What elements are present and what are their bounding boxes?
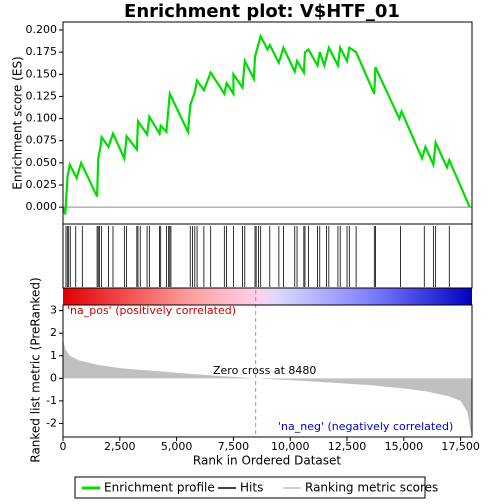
- legend: [74, 476, 426, 499]
- x-tick-label: 7,500: [218, 440, 250, 453]
- y-tick-label: 0.150: [26, 67, 58, 80]
- chart-title: Enrichment plot: V$HTF_01: [124, 1, 400, 22]
- x-tick-label: 5,000: [161, 440, 193, 453]
- x-tick-label: 2,500: [104, 440, 136, 453]
- enrichment-line: [61, 33, 471, 215]
- x-tick-label: 10,000: [271, 440, 310, 453]
- y-tick-label: 0.050: [26, 156, 58, 169]
- y2-tick-label: 3: [50, 304, 57, 317]
- legend-label: Hits: [240, 481, 263, 495]
- annotation: 'na_pos' (positively correlated): [67, 304, 236, 317]
- y2-tick-label: -2: [46, 416, 57, 429]
- y-tick-label: 0.200: [26, 23, 58, 36]
- legend-label: Enrichment profile: [104, 481, 215, 495]
- x-tick-label: 0: [60, 440, 67, 453]
- y-tick-label: 0.125: [26, 89, 58, 102]
- y2-tick-label: 1: [50, 349, 57, 362]
- y2-tick-label: 0: [50, 371, 57, 384]
- y2-tick-label: -1: [46, 394, 57, 407]
- panel-frame: [62, 304, 473, 438]
- y-tick-label: 0.175: [26, 45, 58, 58]
- x-tick-label: 15,000: [385, 440, 424, 453]
- y2-axis-label: Ranked list metric (PreRanked): [29, 277, 43, 462]
- y-tick-label: 0.025: [26, 178, 58, 191]
- x-tick-label: 17,500: [441, 440, 480, 453]
- y-tick-label: 0.075: [26, 134, 58, 147]
- panel-frame: [62, 223, 473, 289]
- annotation: 'na_neg' (negatively correlated): [278, 420, 453, 433]
- x-axis-label: Rank in Ordered Dataset: [193, 454, 341, 468]
- legend-label: Ranking metric scores: [305, 481, 438, 495]
- y-tick-label: 0.000: [26, 200, 58, 213]
- y-tick-label: 0.100: [26, 112, 58, 125]
- color-bar: [63, 288, 472, 305]
- y-axis-label: Enrichment score (ES): [11, 56, 25, 189]
- ranking-metric-area: [63, 339, 472, 433]
- annotation: Zero cross at 8480: [213, 364, 316, 377]
- y2-tick-label: 2: [50, 326, 57, 339]
- x-tick-label: 12,500: [328, 440, 367, 453]
